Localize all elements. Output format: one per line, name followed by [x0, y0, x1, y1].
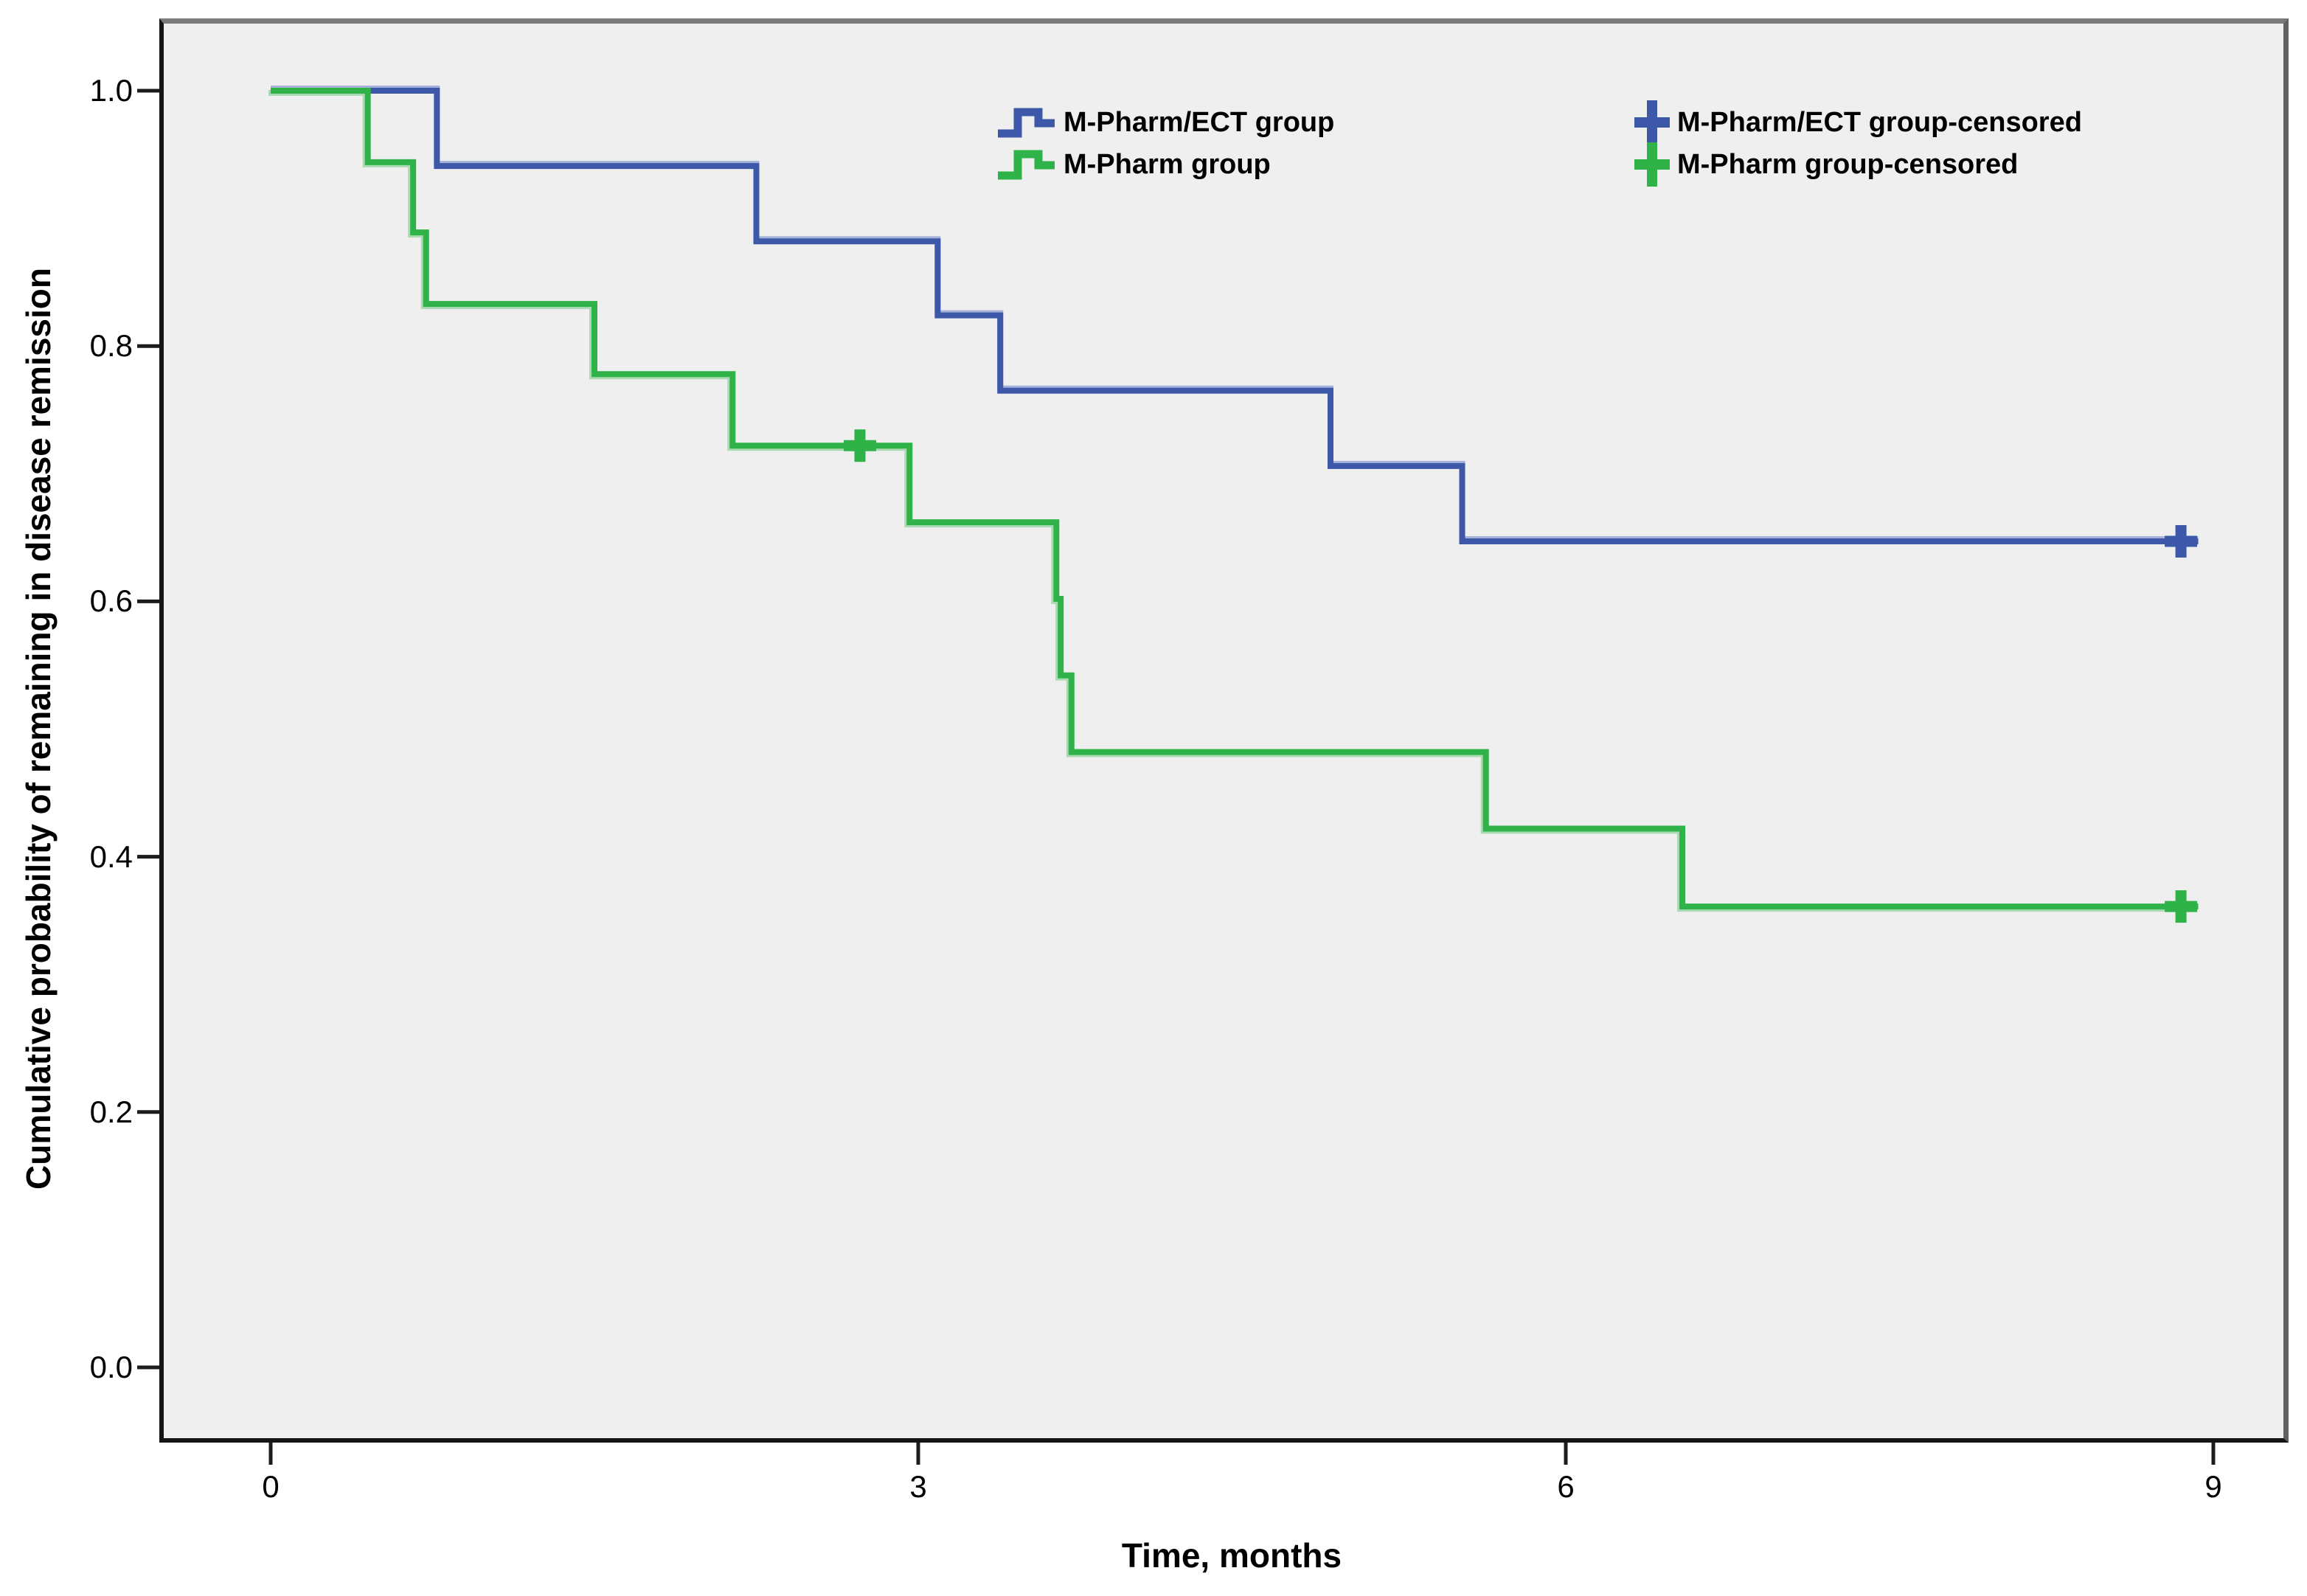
- y-tick-label: 0.4: [89, 839, 133, 874]
- x-tick-label: 3: [909, 1469, 927, 1504]
- axis-ticks: [137, 89, 2216, 1465]
- legend-item: M-Pharm group-censored: [1633, 142, 2019, 187]
- censor-marker: [843, 429, 876, 462]
- km-curve-mpharm: [271, 88, 2199, 910]
- step-line-icon: [998, 150, 1055, 180]
- plot-area: [159, 18, 2289, 1443]
- y-tick-label: 0.8: [89, 328, 133, 364]
- legend-item: M-Pharm/ECT group-censored: [1633, 100, 2082, 145]
- step-line-icon: [998, 108, 1055, 138]
- plus-icon: [1634, 100, 1670, 145]
- legend-item-label: M-Pharm group: [1064, 148, 1271, 180]
- x-tick-label: 0: [262, 1469, 280, 1504]
- legend-item-label: M-Pharm group-censored: [1677, 148, 2019, 180]
- legend-item: M-Pharm/ECT group: [996, 101, 1334, 144]
- censor-markers: [843, 429, 2198, 923]
- y-axis-title: Cumulative probability of remaining in d…: [19, 268, 58, 1190]
- y-tick-label: 0.2: [89, 1094, 133, 1129]
- x-axis-title: Time, months: [1121, 1536, 1342, 1575]
- y-tick-label: 0.0: [89, 1350, 133, 1384]
- legend-item: M-Pharm group: [996, 143, 1271, 186]
- y-tick-label: 1.0: [89, 73, 133, 108]
- y-tick-label: 0.6: [89, 583, 133, 619]
- censor-marker: [2165, 890, 2198, 923]
- x-tick-label: 9: [2204, 1469, 2222, 1504]
- survival-curves: [271, 88, 2199, 910]
- km-curve-mpharm-ect: [271, 88, 2199, 545]
- legend-item-label: M-Pharm/ECT group: [1064, 106, 1335, 138]
- plus-icon: [1634, 142, 1670, 187]
- x-tick-label: 6: [1557, 1469, 1575, 1504]
- legend-item-label: M-Pharm/ECT group-censored: [1677, 106, 2082, 138]
- censor-marker: [2165, 525, 2198, 558]
